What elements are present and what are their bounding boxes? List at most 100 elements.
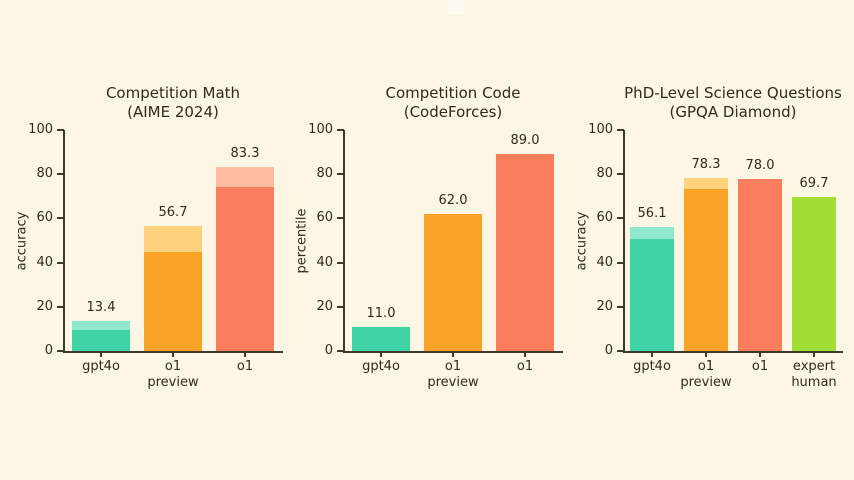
y-axis-line	[623, 130, 625, 353]
chart-subtitle: (CodeForces)	[403, 103, 503, 121]
bar-value-label: 11.0	[366, 305, 396, 321]
y-tick-label: 60	[36, 210, 53, 226]
bar-value-label: 83.3	[230, 145, 260, 161]
x-tick-mark	[813, 353, 815, 357]
x-category-label: o1	[751, 359, 769, 374]
x-tick-mark	[705, 353, 707, 357]
y-tick-label: 40	[36, 254, 53, 270]
bar-value-label: 78.0	[745, 157, 775, 173]
x-tick-mark	[651, 353, 653, 357]
y-tick-label: 0	[44, 343, 53, 358]
y-tick-mark	[617, 217, 624, 220]
bar-solid-segment	[630, 239, 674, 351]
y-tick-mark	[57, 305, 64, 308]
bar-light-segment	[630, 227, 674, 240]
y-tick-mark	[57, 217, 64, 220]
x-category-label: o1 preview	[147, 359, 199, 390]
x-category-label: gpt4o	[82, 359, 120, 374]
y-axis-label: accuracy	[14, 211, 30, 270]
x-tick-mark	[524, 353, 526, 357]
x-category-label: gpt4o	[362, 359, 400, 374]
bar-light-segment	[144, 225, 202, 253]
x-axis-line	[63, 351, 283, 353]
y-tick-label: 20	[316, 298, 333, 314]
bar-value-label: 78.3	[691, 156, 721, 172]
y-tick-label: 40	[596, 254, 613, 270]
y-tick-label: 80	[596, 166, 613, 182]
chart-title-block: Competition Math (AIME 2024)	[23, 84, 323, 122]
bar-light-segment	[684, 177, 728, 189]
y-tick-mark	[617, 129, 624, 131]
chart-title-block: Competition Code (CodeForces)	[303, 84, 603, 122]
chart-subtitle: (GPQA Diamond)	[669, 103, 797, 121]
bar-solid-segment	[738, 178, 782, 351]
bar-solid-segment	[496, 154, 554, 351]
x-category-label: gpt4o	[633, 359, 671, 374]
video-artifact	[448, 0, 464, 15]
y-tick-mark	[337, 217, 344, 220]
bar-solid-segment	[72, 330, 130, 351]
y-tick-mark	[617, 350, 624, 352]
chart-subtitle: (AIME 2024)	[127, 103, 219, 121]
y-axis-line	[343, 130, 345, 353]
x-axis-line	[623, 351, 843, 353]
bar-solid-segment	[216, 186, 274, 351]
y-tick-mark	[57, 350, 64, 352]
y-axis-label: percentile	[294, 207, 310, 274]
y-tick-mark	[337, 305, 344, 308]
bar-value-label: 56.1	[637, 206, 667, 222]
bar-solid-segment	[352, 326, 410, 351]
y-tick-mark	[57, 173, 64, 176]
bar-solid-segment	[424, 213, 482, 351]
y-tick-mark	[337, 350, 344, 352]
y-tick-mark	[337, 261, 344, 264]
y-axis-line	[63, 130, 65, 353]
bar-solid-segment	[144, 252, 202, 351]
x-category-label: o1 preview	[427, 359, 479, 390]
bar-light-segment	[72, 321, 130, 331]
bar-value-label: 89.0	[510, 133, 540, 149]
y-axis-label: accuracy	[574, 211, 590, 270]
bar-light-segment	[216, 166, 274, 187]
y-tick-mark	[57, 261, 64, 264]
y-tick-label: 80	[36, 166, 53, 182]
y-tick-label: 0	[324, 343, 333, 358]
bar-value-label: 13.4	[86, 300, 116, 316]
chart-title: Competition Math	[105, 84, 241, 102]
y-tick-mark	[617, 305, 624, 308]
chart-title-block: PhD-Level Science Questions (GPQA Diamond…	[583, 84, 854, 122]
x-axis-line	[343, 351, 563, 353]
y-tick-label: 80	[316, 166, 333, 182]
y-tick-label: 40	[316, 254, 333, 270]
x-tick-mark	[759, 353, 761, 357]
y-tick-mark	[337, 129, 344, 131]
y-tick-mark	[57, 129, 64, 131]
bar-value-label: 62.0	[438, 192, 468, 208]
x-tick-mark	[172, 353, 174, 357]
x-tick-mark	[380, 353, 382, 357]
y-tick-label: 20	[596, 298, 613, 314]
x-tick-mark	[100, 353, 102, 357]
y-tick-label: 20	[36, 298, 53, 314]
y-tick-label: 100	[308, 122, 333, 137]
x-category-label: o1	[516, 359, 534, 374]
x-category-label: o1 preview	[680, 359, 732, 390]
y-tick-label: 60	[316, 210, 333, 226]
bar-value-label: 69.7	[799, 175, 829, 191]
y-tick-mark	[337, 173, 344, 176]
x-category-label: expert human	[791, 359, 837, 390]
bar-solid-segment	[792, 196, 836, 351]
chart-title: Competition Code	[385, 84, 521, 102]
x-tick-mark	[452, 353, 454, 357]
y-tick-mark	[617, 261, 624, 264]
y-tick-label: 60	[596, 210, 613, 226]
x-category-label: o1	[236, 359, 254, 374]
bar-value-label: 56.7	[158, 204, 188, 220]
x-tick-mark	[244, 353, 246, 357]
y-tick-label: 100	[588, 122, 613, 137]
y-tick-mark	[617, 173, 624, 176]
chart-title: PhD-Level Science Questions	[624, 84, 842, 102]
